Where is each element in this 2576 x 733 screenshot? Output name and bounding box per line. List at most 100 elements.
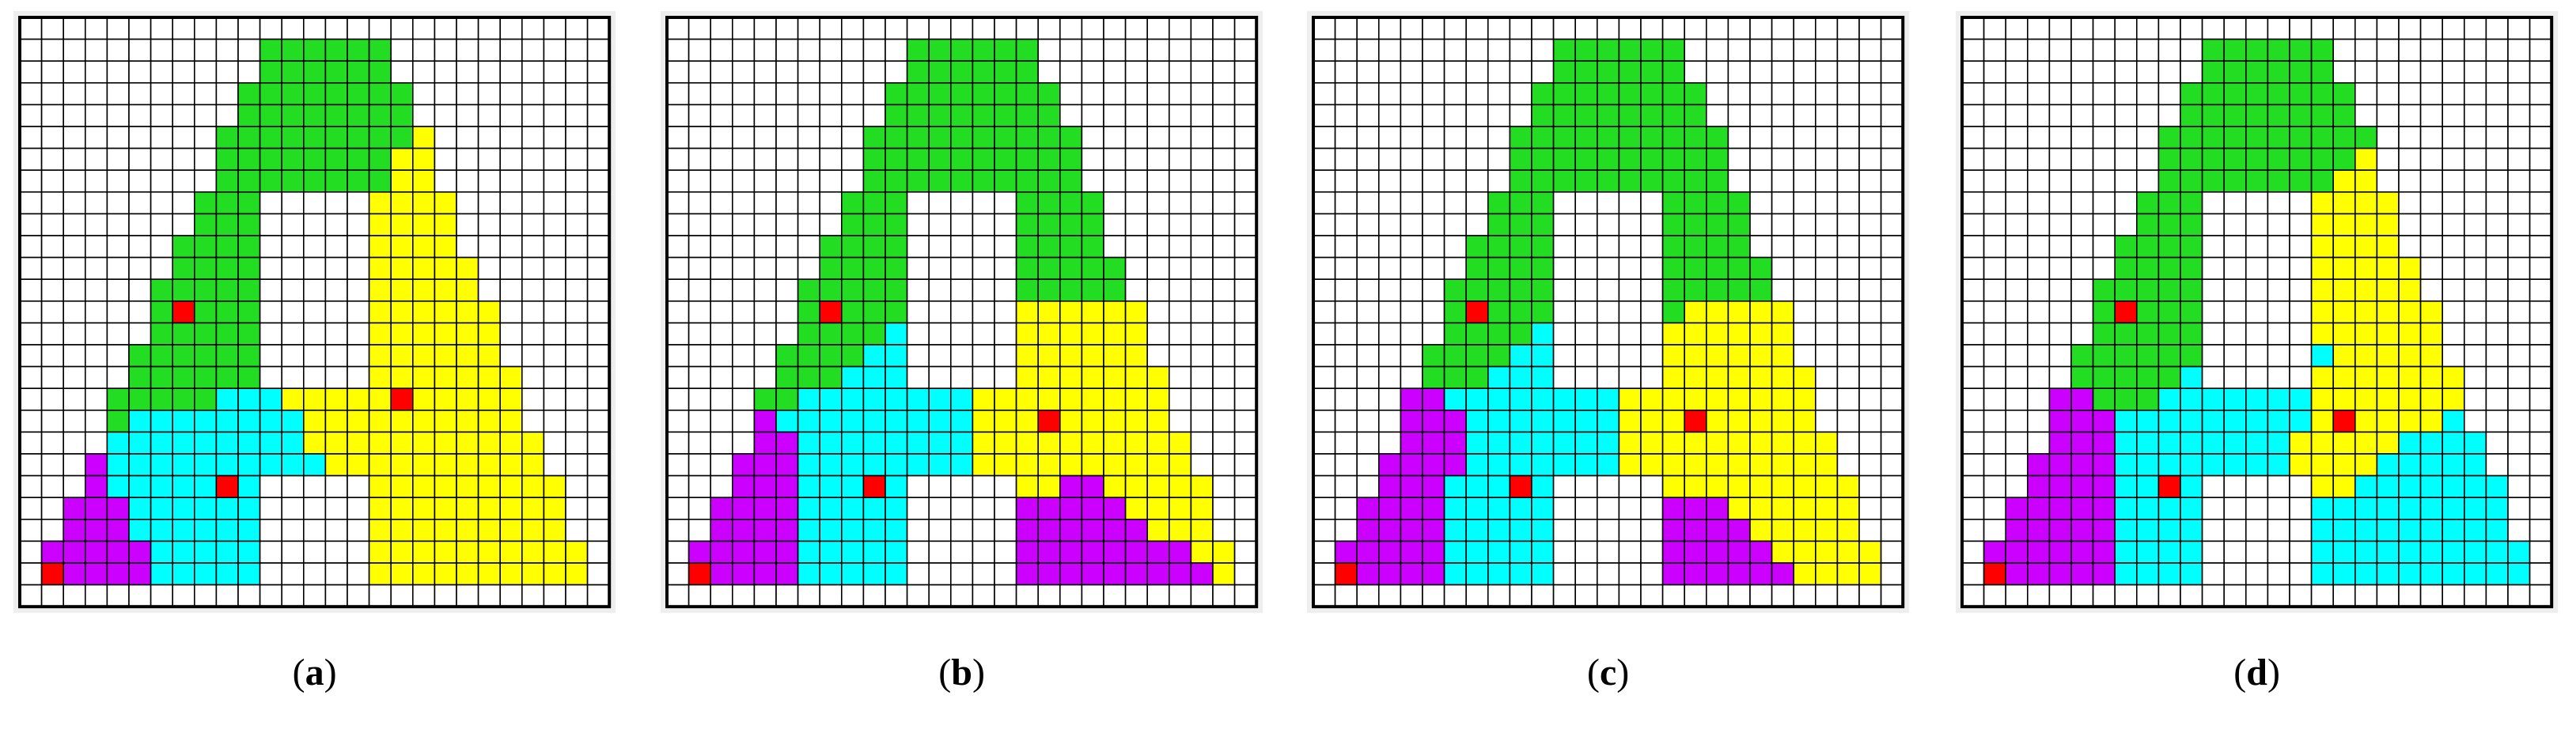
cell	[775, 300, 799, 324]
cell	[1378, 300, 1402, 324]
cell	[2180, 126, 2203, 149]
cell	[841, 126, 865, 149]
cell	[731, 235, 756, 259]
cell	[2419, 82, 2444, 106]
cell	[841, 104, 865, 127]
cell	[1015, 235, 1039, 259]
cell	[281, 474, 305, 498]
cell	[2245, 147, 2269, 172]
cell	[150, 322, 174, 346]
cell	[347, 453, 370, 477]
cell	[1983, 453, 2007, 477]
cell	[543, 387, 566, 411]
cell	[1661, 453, 1686, 477]
cell	[2419, 540, 2444, 564]
cell	[2201, 256, 2226, 281]
cell	[586, 169, 610, 193]
cell	[521, 365, 545, 390]
cell	[1597, 322, 1620, 346]
cell	[1378, 409, 1402, 433]
cell	[1706, 60, 1729, 84]
cell	[2354, 453, 2378, 477]
cell	[2332, 584, 2356, 607]
cell	[2114, 104, 2138, 127]
cell	[710, 147, 733, 172]
cell	[1983, 365, 2007, 390]
cell	[1815, 562, 1839, 586]
cell	[1169, 17, 1192, 40]
cell	[2419, 387, 2444, 411]
cell	[2529, 38, 2553, 62]
cell	[1983, 60, 2007, 84]
cell	[731, 300, 756, 324]
cell	[1574, 540, 1598, 564]
cell	[411, 38, 436, 62]
cell	[928, 147, 952, 172]
cell	[666, 497, 690, 520]
cell	[1749, 213, 1773, 236]
cell	[1465, 147, 1489, 172]
cell	[1334, 17, 1358, 40]
cell	[885, 300, 908, 324]
cell	[2464, 497, 2487, 520]
cell	[347, 147, 370, 172]
cell	[928, 387, 952, 411]
cell	[2332, 431, 2356, 455]
cell	[150, 104, 174, 127]
cell	[565, 126, 589, 149]
cell	[1037, 191, 1061, 215]
cell	[1313, 256, 1336, 281]
cell	[1233, 344, 1257, 368]
cell	[2289, 497, 2313, 520]
cell	[1169, 584, 1192, 607]
cell	[2092, 387, 2116, 411]
cell	[1037, 540, 1061, 564]
cell	[324, 82, 348, 106]
cell	[1081, 300, 1104, 324]
cell	[666, 256, 690, 281]
cell	[1465, 256, 1489, 281]
cell	[2070, 169, 2094, 193]
cell	[543, 126, 566, 149]
cell	[1378, 147, 1402, 172]
cell	[1169, 497, 1192, 520]
cell	[456, 104, 479, 127]
cell	[1771, 82, 1795, 106]
cell	[950, 322, 974, 346]
cell	[2092, 562, 2116, 586]
cell	[1640, 235, 1664, 259]
cell	[2245, 213, 2269, 236]
cell	[710, 169, 733, 193]
cell	[1684, 191, 1707, 215]
cell	[63, 300, 86, 324]
cell	[2201, 387, 2226, 411]
cell	[128, 235, 152, 259]
cell	[2201, 540, 2226, 564]
cell	[1552, 82, 1576, 106]
cell	[1858, 387, 1882, 411]
cell	[2136, 104, 2160, 127]
cell	[885, 497, 908, 520]
cell	[172, 409, 195, 433]
cell	[1727, 540, 1751, 564]
cell	[1400, 431, 1423, 455]
cell	[862, 235, 886, 259]
cell	[2245, 256, 2269, 281]
cell	[2464, 278, 2487, 302]
cell	[1422, 17, 1445, 40]
cell	[1836, 235, 1860, 259]
cell	[731, 518, 756, 542]
cell	[2419, 562, 2444, 586]
cell	[797, 256, 820, 281]
cell	[2332, 322, 2356, 346]
cell	[1771, 213, 1795, 236]
cell	[1858, 17, 1882, 40]
cell	[390, 300, 414, 324]
cell	[2267, 126, 2290, 149]
cell	[2245, 104, 2269, 127]
cell	[1574, 256, 1598, 281]
cell	[368, 82, 392, 106]
cell	[2157, 256, 2181, 281]
cell	[368, 584, 392, 607]
cell	[1880, 562, 1904, 586]
